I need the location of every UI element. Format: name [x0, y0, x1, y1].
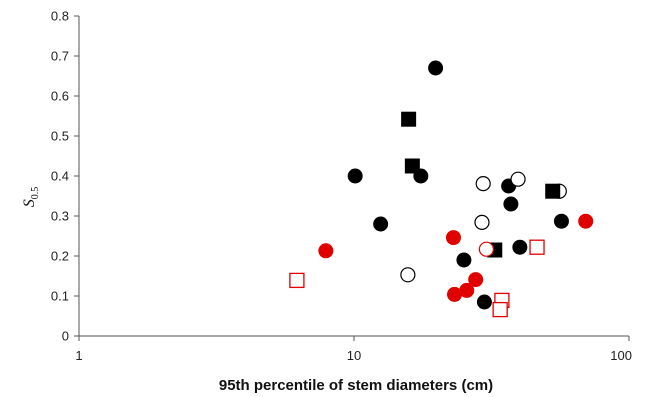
data-point — [503, 196, 519, 212]
data-point — [400, 267, 416, 283]
data-point — [468, 272, 484, 288]
data-point — [478, 241, 494, 257]
data-point — [474, 214, 490, 230]
data-point — [456, 252, 472, 268]
y-tick-label: 0 — [62, 329, 69, 344]
data-point — [445, 230, 461, 246]
data-point — [373, 216, 389, 232]
x-tick-labels: 1 10 100 — [75, 336, 632, 363]
data-point — [545, 183, 561, 199]
data-point — [475, 176, 491, 192]
data-point — [347, 168, 363, 184]
data-point — [404, 158, 420, 174]
data-point — [510, 171, 526, 187]
data-point — [401, 111, 417, 127]
x-tick-label: 10 — [347, 348, 361, 363]
data-point — [476, 294, 492, 310]
data-point — [492, 301, 508, 318]
x-tick-label: 100 — [610, 348, 632, 363]
data-point — [459, 282, 475, 298]
y-tick-label: 0.3 — [51, 209, 69, 224]
data-points — [289, 60, 594, 318]
y-tick-label: 0.4 — [51, 169, 69, 184]
y-tick-label: 0.2 — [51, 249, 69, 264]
y-tick-label: 0.6 — [51, 89, 69, 104]
y-tick-label: 0.8 — [51, 9, 69, 24]
data-point — [428, 60, 444, 76]
data-point — [512, 239, 528, 255]
data-point — [447, 286, 463, 302]
y-tick-label: 0.5 — [51, 129, 69, 144]
x-axis-label: 95th percentile of stem diameters (cm) — [219, 377, 493, 394]
data-point — [529, 239, 545, 255]
data-point — [553, 213, 569, 229]
x-tick-label: 1 — [75, 348, 82, 363]
y-axis-label-subscript: 0.5 — [30, 187, 41, 200]
y-tick-labels: 0 0.1 0.2 0.3 0.4 0.5 0.6 0.7 0.8 — [51, 9, 79, 344]
y-tick-label: 0.7 — [51, 49, 69, 64]
y-axis-label-main: S — [21, 199, 38, 207]
y-tick-label: 0.1 — [51, 289, 69, 304]
data-point — [318, 243, 334, 259]
y-axis-label: S0.5 — [21, 187, 41, 208]
data-point — [578, 213, 594, 229]
data-point — [289, 272, 305, 289]
